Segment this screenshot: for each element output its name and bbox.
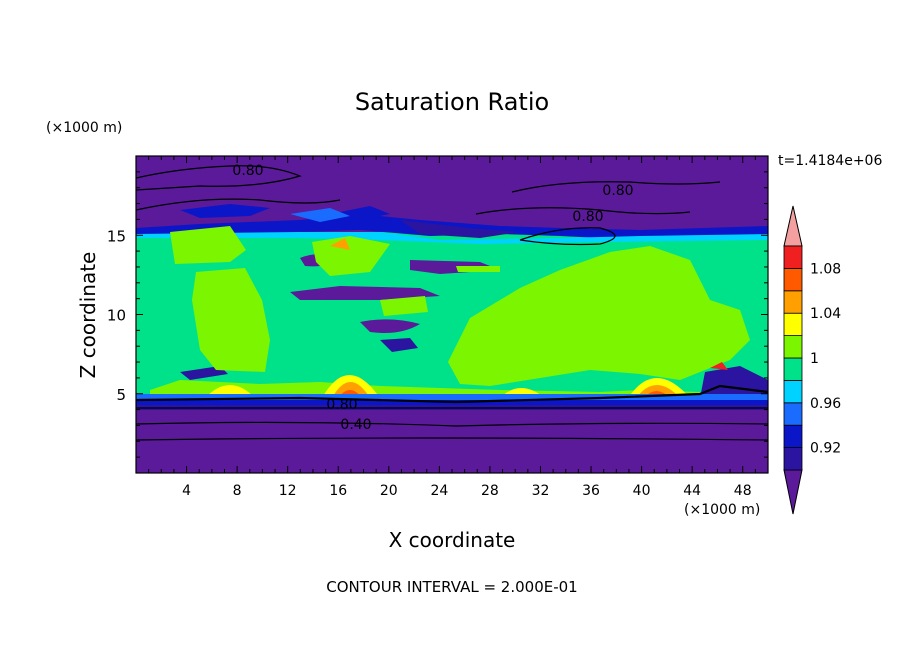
contour-label: 0.80	[602, 183, 633, 199]
colorbar-swatch	[783, 402, 803, 426]
contour-line	[136, 437, 768, 441]
colorbar-swatch	[783, 357, 803, 381]
x-axis-unit: (×1000 m)	[684, 502, 761, 518]
contour-label: 0.80	[326, 397, 357, 413]
region-lime-6	[448, 246, 750, 386]
region-high-cloud-1	[180, 204, 270, 218]
colorbar-swatch	[783, 379, 803, 404]
colorbar: 0.92 0.96 1 1.04 1.08	[783, 205, 841, 515]
contour-line	[511, 181, 721, 193]
z-axis-unit: (×1000 m)	[46, 120, 123, 136]
contour-line	[136, 384, 768, 404]
x-tick-label: 24	[430, 483, 448, 499]
colorbar-swatch	[783, 335, 803, 359]
colorbar-swatch	[783, 290, 803, 314]
x-tick-label: 32	[532, 483, 550, 499]
contour-label: 0.40	[340, 417, 371, 433]
colorbar-swatch	[783, 267, 803, 292]
x-tick-label: 44	[683, 483, 701, 499]
x-tick-label: 48	[734, 483, 752, 499]
x-tick-label: 4	[182, 483, 191, 499]
region-lime-2	[192, 268, 270, 372]
region-dry-pocket-4	[380, 338, 418, 352]
region-dry-pocket-2	[290, 286, 440, 300]
region-dry-pocket-3	[360, 319, 420, 333]
region-high-cloud-2	[340, 206, 390, 220]
colorbar-extend-top	[783, 205, 803, 247]
region-lime-5	[380, 296, 428, 316]
y-tick-label: 5	[116, 386, 126, 404]
x-tick-label: 40	[633, 483, 651, 499]
x-tick-label: 12	[279, 483, 297, 499]
contour-label: 0.80	[572, 209, 603, 225]
colorbar-label: 1.08	[810, 261, 841, 277]
contour-line	[136, 421, 768, 427]
contour-line	[136, 198, 341, 211]
x-axis-ticks: 4 8 12 16 20 24 28 32 36 40 44 48	[148, 156, 756, 499]
x-axis-label: X coordinate	[388, 528, 516, 552]
colorbar-label: 0.92	[810, 441, 841, 457]
contour-interval-note: CONTOUR INTERVAL = 2.000E-01	[326, 578, 578, 596]
x-tick-label: 20	[380, 483, 398, 499]
region-bl-blue	[136, 400, 768, 406]
colorbar-swatch	[783, 424, 803, 449]
region-high-cloud-4	[290, 208, 350, 222]
y-tick-label: 10	[107, 307, 126, 325]
region-high-cloud-3	[400, 220, 520, 238]
chart-title: Saturation Ratio	[354, 88, 550, 116]
colorbar-swatch	[783, 312, 803, 337]
region-lime-1	[170, 226, 246, 264]
contour-line	[475, 207, 691, 215]
contour-label: 0.80	[232, 163, 263, 179]
x-tick-label: 16	[329, 483, 347, 499]
x-tick-label: 8	[233, 483, 242, 499]
y-tick-label: 15	[107, 227, 126, 245]
region-right-red	[710, 362, 728, 370]
region-lime-7	[150, 380, 700, 398]
contour-lines: 0.80 0.80 0.80 0.80 0.40	[136, 163, 768, 441]
heatmap-field	[136, 156, 768, 473]
x-tick-label: 28	[481, 483, 499, 499]
colorbar-extend-bottom	[783, 469, 803, 515]
colorbar-swatch	[783, 447, 803, 471]
colorbar-swatch	[783, 245, 803, 269]
y-axis-ticks: 5 10 15	[107, 171, 768, 458]
region-orange-top	[330, 238, 350, 250]
colorbar-label: 1.04	[810, 306, 841, 322]
region-lime-4	[456, 266, 500, 272]
contour-line	[136, 165, 302, 191]
colorbar-label: 1	[810, 351, 819, 367]
colorbar-label: 0.96	[810, 396, 841, 412]
x-tick-label: 36	[582, 483, 600, 499]
contour-line	[519, 227, 616, 246]
time-label: t=1.4184e+06	[778, 153, 883, 169]
